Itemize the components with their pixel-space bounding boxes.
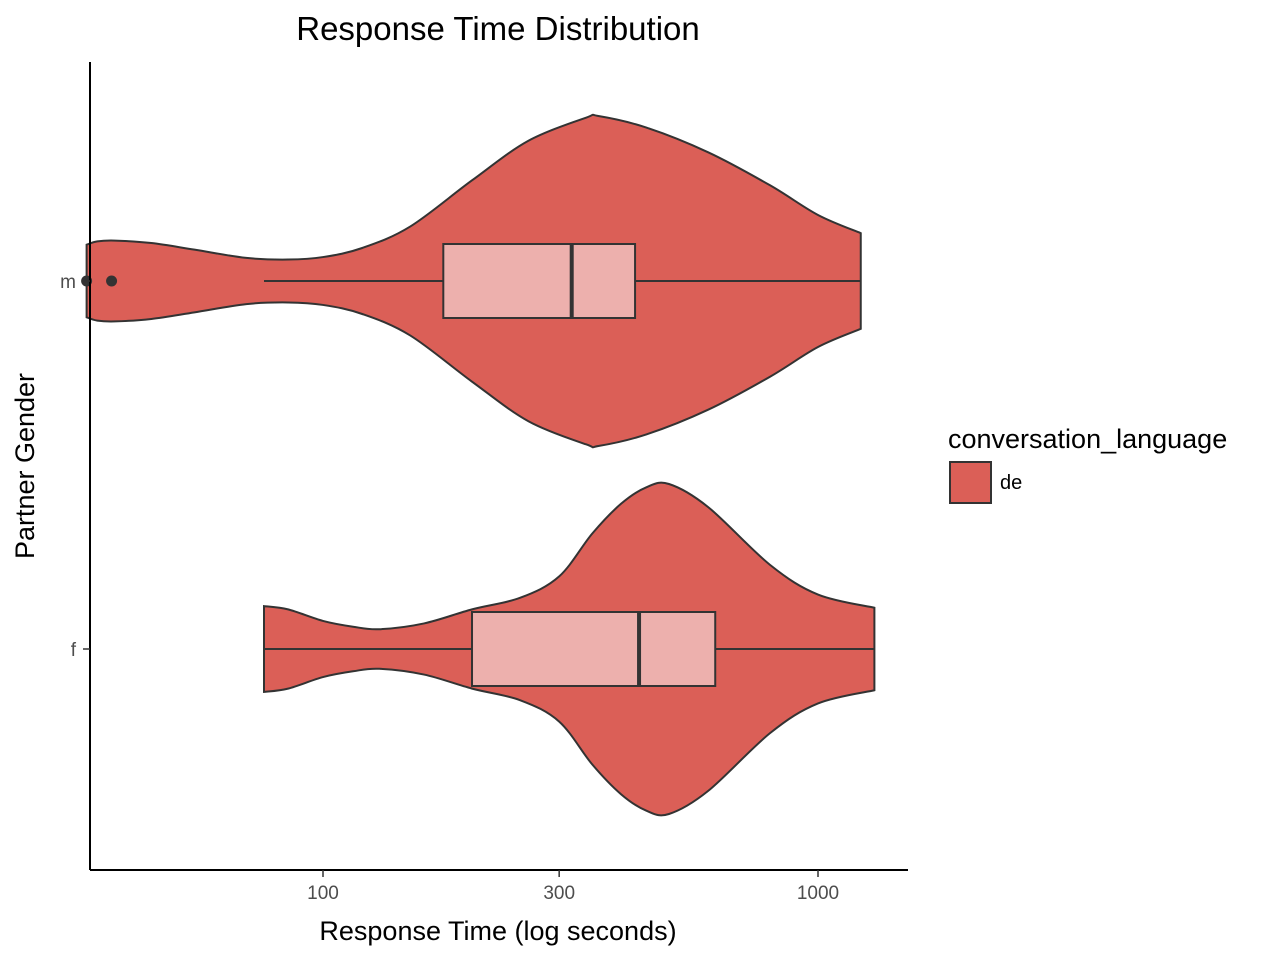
outlier-point: [106, 275, 118, 287]
y-tick-label: m: [60, 272, 76, 293]
x-tick-label: 1000: [797, 883, 839, 904]
box-m: [442, 243, 637, 319]
legend-label: de: [1000, 472, 1022, 494]
y-tick-label: f: [71, 640, 77, 661]
chart-title: Response Time Distribution: [296, 10, 700, 47]
legend: conversation_language de: [948, 424, 1227, 504]
y-axis-title: Partner Gender: [10, 373, 40, 559]
violins: [81, 113, 876, 817]
x-axis-ticks: 100 300 1000: [307, 870, 839, 904]
legend-entries: de: [949, 461, 1022, 504]
x-tick-label: 100: [307, 883, 339, 904]
legend-key: [949, 461, 992, 504]
legend-title: conversation_language: [948, 424, 1227, 454]
x-axis-title: Response Time (log seconds): [319, 916, 676, 946]
box-f: [471, 611, 717, 687]
y-axis-ticks: mf: [60, 272, 90, 661]
x-tick-label: 300: [543, 883, 575, 904]
